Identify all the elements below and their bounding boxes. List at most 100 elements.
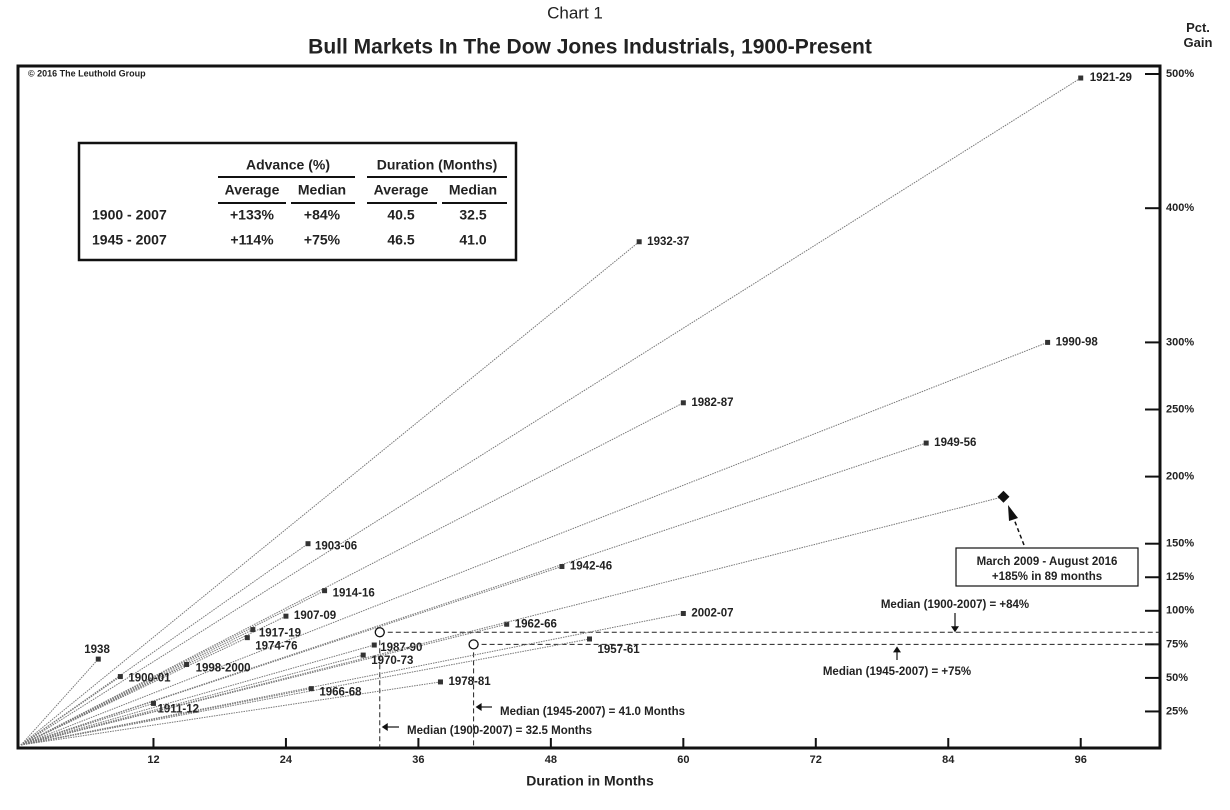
point [117,674,123,680]
point-label: 1987-90 [380,642,422,654]
point-label: 1903-06 [315,541,357,553]
table-body: 1900 - 2007 +133% +84% 40.5 32.5 1945 - 2007 +… [92,207,487,248]
x-axis-label: Duration in Months [526,773,654,789]
point-label: 1978-81 [448,676,491,688]
arrow-head [893,646,901,653]
point-label: 1990-98 [1056,336,1099,348]
point [244,635,250,641]
source: © 2016 The Leuthold Group [28,68,146,78]
arrow-head [381,723,388,731]
ray [20,77,1081,746]
point [250,627,256,633]
ray [20,644,375,746]
point [305,541,311,547]
arrow-head [951,626,959,633]
ray [20,664,187,746]
x-tick-label: 96 [1075,754,1087,766]
table-cell: 1900 - 2007 [92,207,167,223]
x-tick-label: 12 [147,754,159,766]
table-cell: 32.5 [459,207,486,223]
y-tick-label: 300% [1166,336,1194,348]
point [360,652,366,658]
median-annotation: Median (1900-2007) = +84% [881,599,1029,611]
table-cell: +114% [230,232,274,248]
y-axis-label: Pct. Gain [1183,20,1213,50]
ray [20,637,248,746]
table-header: Median [298,182,346,198]
median-point [374,627,385,638]
ray [20,402,684,746]
point [680,610,686,616]
point [680,400,686,406]
point-label: 1911-12 [157,703,199,715]
annotation: +185% in 89 months [992,571,1102,583]
point [283,613,289,619]
point-label: 1949-56 [934,437,976,449]
point [150,700,156,706]
point [437,679,443,685]
chart-title: Bull Markets In The Dow Jones Industrial… [308,36,872,59]
table-group-header: Advance (%) [246,157,330,173]
ray [20,702,154,746]
table-header: Median [449,182,497,198]
point-label: 1998-2000 [196,663,251,675]
point [636,239,642,245]
table-cell: +84% [304,207,341,223]
table-cell: 40.5 [387,207,414,223]
ray [20,654,364,746]
median-point [468,639,479,650]
table-cell: 46.5 [387,232,414,248]
plot-frame [16,64,1162,750]
point-label: 1917-19 [259,628,301,640]
point-label: 1974-76 [255,641,297,653]
point-label: 1962-66 [515,618,557,630]
point-label: 1900-01 [128,673,171,685]
ray [20,638,590,746]
median-annotation: Median (1900-2007) = 32.5 Months [407,725,592,737]
annotation-box [955,547,1139,587]
x-tick-label: 60 [677,754,689,766]
table-cell: 41.0 [459,232,486,248]
y-tick-label: 75% [1166,638,1188,650]
x-tick-label: 84 [942,754,955,766]
table-header: Average [374,182,429,198]
ray [20,688,312,746]
y-tick-label: 500% [1166,68,1194,80]
point [184,661,190,667]
ray [20,241,640,746]
y-tick-label: 400% [1166,202,1194,214]
point [587,636,592,642]
median-annotation: Median (1945-2007) = +75% [823,666,971,678]
ray [20,496,1004,746]
point-label: 1982-87 [691,397,733,409]
table-group-header: Duration (Months) [377,157,498,173]
y-tick-label: 125% [1166,571,1194,583]
point-label: 1966-68 [319,687,362,699]
table-header: Average [225,182,280,198]
point-label: 2002-07 [691,608,733,620]
x-tick-label: 72 [810,754,822,766]
arrow-head [475,703,482,711]
point [504,621,510,627]
point-label: 1938 [84,644,110,656]
ray [20,681,441,746]
point [322,588,328,594]
x-tick-label: 24 [280,754,293,766]
annotation-arrow [1011,513,1025,546]
point [371,642,377,648]
ray [20,341,1048,746]
ray [20,676,121,746]
y-tick-label: 50% [1166,672,1188,684]
point [1078,75,1084,81]
x-tick-label: 48 [545,754,557,766]
table-cell: 1945 - 2007 [92,232,167,248]
ray [20,590,325,746]
point-label: 1932-37 [647,236,689,248]
point-label: 1970-73 [371,655,413,667]
point-label: 1942-46 [570,561,612,573]
median-annotation: Median (1945-2007) = 41.0 Months [500,706,685,718]
ray [20,658,99,746]
y-tick-label: 200% [1166,471,1194,483]
y-tick-label: 25% [1166,705,1188,717]
